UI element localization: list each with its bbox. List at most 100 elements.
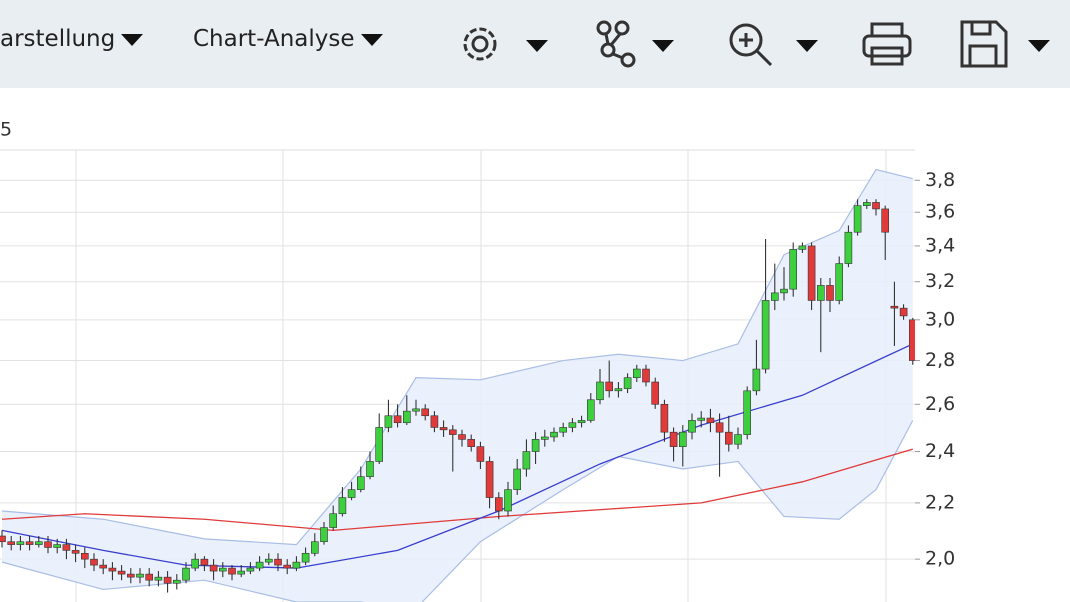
candle-body bbox=[485, 461, 494, 498]
candle-body bbox=[761, 300, 770, 370]
candle-body bbox=[632, 368, 641, 378]
y-tick-label: 2,0 bbox=[925, 548, 955, 570]
candle-body bbox=[439, 427, 448, 431]
candle-body bbox=[458, 434, 466, 440]
candle-body bbox=[448, 429, 457, 435]
menu-label: Chart-Analyse bbox=[193, 26, 355, 52]
candle-body bbox=[412, 408, 420, 412]
candle-body bbox=[872, 202, 880, 210]
candle-body bbox=[421, 408, 430, 417]
candle-body bbox=[34, 541, 43, 545]
candle-body bbox=[835, 263, 844, 301]
candle-body bbox=[136, 573, 144, 578]
candle-body bbox=[476, 446, 485, 462]
settings-button[interactable] bbox=[458, 16, 553, 72]
candle-body bbox=[255, 561, 264, 569]
candle-body bbox=[430, 415, 439, 428]
candle-body bbox=[853, 205, 862, 233]
band-upper bbox=[1, 168, 913, 546]
candle-body bbox=[310, 541, 319, 554]
candle-body bbox=[881, 208, 890, 233]
candle-body bbox=[338, 497, 347, 515]
candle-body bbox=[862, 202, 871, 206]
candle-body bbox=[494, 497, 503, 512]
candle-body bbox=[163, 576, 172, 584]
candle-body bbox=[724, 431, 733, 445]
candle-body bbox=[559, 427, 568, 433]
candle-body bbox=[752, 368, 761, 392]
menu-chart-analyse[interactable]: Chart-Analyse bbox=[193, 26, 383, 52]
candle-body bbox=[467, 439, 476, 447]
candle-body bbox=[283, 564, 292, 569]
candle-body bbox=[780, 288, 788, 294]
y-tick-label: 3,6 bbox=[925, 201, 955, 223]
candle-body bbox=[807, 245, 816, 301]
candle-body bbox=[826, 285, 834, 301]
dropdown-arrow bbox=[360, 34, 383, 46]
candle-body bbox=[209, 564, 218, 572]
candle-body bbox=[531, 439, 540, 452]
candle-body bbox=[219, 567, 227, 572]
candle-body bbox=[770, 292, 779, 301]
y-tick-label: 3,8 bbox=[925, 169, 955, 191]
subtitle: 5 bbox=[0, 119, 12, 141]
candle-body bbox=[614, 388, 623, 392]
dropdown-arrow bbox=[121, 34, 144, 46]
candle-body bbox=[53, 544, 62, 548]
candle-body bbox=[605, 381, 614, 392]
candle-body bbox=[550, 431, 558, 438]
print-button[interactable] bbox=[860, 16, 920, 72]
candle-body bbox=[81, 552, 89, 560]
candle-body bbox=[540, 436, 549, 440]
band-lower bbox=[1, 420, 914, 602]
candle-body bbox=[292, 561, 301, 569]
candle-body bbox=[890, 305, 899, 309]
band-area bbox=[2, 169, 913, 602]
toolbar: arstellung Chart-Analyse bbox=[0, 0, 1070, 88]
candle-body bbox=[62, 544, 71, 551]
candle-body bbox=[743, 390, 752, 435]
menu-label: arstellung bbox=[0, 26, 116, 52]
moving-average bbox=[1, 343, 914, 569]
candle-body bbox=[16, 541, 25, 545]
y-tick-label: 2,2 bbox=[925, 491, 955, 513]
candle-body bbox=[182, 567, 190, 581]
candle-body bbox=[44, 541, 52, 548]
candle-body bbox=[154, 576, 163, 581]
candle-body bbox=[402, 410, 411, 424]
candle-body bbox=[173, 579, 181, 584]
y-tick-label: 3,0 bbox=[925, 308, 955, 330]
candle-body bbox=[798, 245, 807, 250]
candle-body bbox=[384, 415, 393, 428]
candle-body bbox=[697, 417, 706, 421]
candle-body bbox=[642, 368, 650, 383]
candle-body bbox=[320, 527, 328, 543]
candle-body bbox=[504, 489, 512, 512]
candle-body bbox=[191, 558, 199, 569]
y-tick-label: 2,8 bbox=[925, 349, 955, 371]
candle-body bbox=[844, 231, 853, 264]
candle-body bbox=[145, 573, 153, 581]
menu-darstellung[interactable]: arstellung bbox=[0, 26, 144, 52]
indicators-button[interactable] bbox=[594, 16, 689, 72]
candle-body bbox=[623, 377, 632, 389]
candle-body bbox=[127, 573, 135, 578]
candle-body bbox=[264, 558, 273, 563]
candle-body bbox=[71, 550, 80, 554]
candle-body bbox=[356, 476, 365, 490]
candle-body bbox=[228, 567, 236, 575]
candle-body bbox=[816, 285, 825, 301]
candle-body bbox=[651, 381, 660, 405]
candle-body bbox=[586, 399, 595, 421]
candle-body bbox=[568, 422, 577, 428]
save-button[interactable] bbox=[958, 16, 1068, 72]
candle-body bbox=[393, 415, 402, 424]
candle-body bbox=[660, 403, 669, 433]
candle-body bbox=[706, 417, 715, 424]
zoom-button[interactable] bbox=[726, 16, 821, 72]
candle-body bbox=[108, 567, 117, 572]
candle-body bbox=[237, 570, 245, 575]
candle-body bbox=[90, 558, 98, 566]
